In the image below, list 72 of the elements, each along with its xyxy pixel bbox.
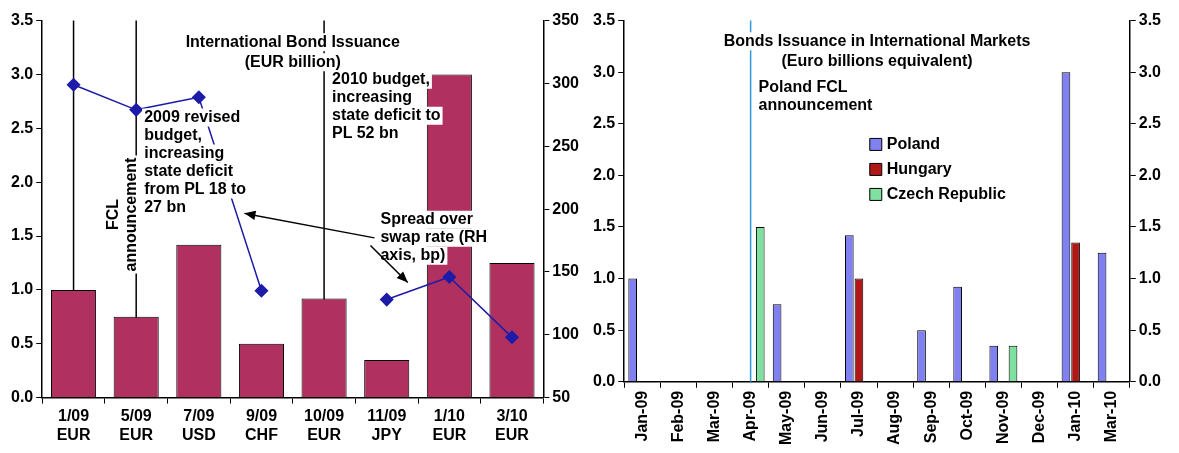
- y2-tick-label: 3.5: [1138, 11, 1162, 29]
- point: [254, 284, 269, 298]
- x-tick-label: 1/09 EUR: [56, 406, 91, 443]
- y-tick-label: 3.0: [592, 62, 616, 80]
- legend-label: Czech Republic: [886, 184, 1007, 202]
- y2-tick-label: 200: [552, 199, 580, 217]
- y-tick-label: 1.0: [10, 280, 34, 298]
- y-tick-label: 0.0: [592, 372, 616, 390]
- x-tick-label: Jun-09: [813, 390, 831, 443]
- y-tick-label: 2.0: [10, 172, 34, 190]
- x-tick-label: Apr-09: [741, 390, 759, 442]
- y2-tick-label: 50: [552, 388, 571, 406]
- y-tick-label: 1.5: [592, 217, 616, 235]
- y-tick-label: 3.5: [10, 11, 34, 29]
- y2-tick-label: 1.0: [1138, 268, 1162, 286]
- y2-tick-label: 0.5: [1138, 320, 1162, 338]
- y-tick-label: 0.5: [10, 334, 34, 352]
- ref-line-label: FCL announcement: [103, 156, 139, 272]
- x-tick-label: 9/09 CHF: [245, 406, 279, 443]
- x-tick-label: 1/10 EUR: [432, 406, 467, 443]
- x-tick-label: 5/09 EUR: [119, 406, 154, 443]
- x-tick-label: 10/09 EUR: [304, 406, 345, 443]
- y2-tick-label: 2.0: [1138, 165, 1162, 183]
- point: [129, 103, 143, 117]
- x-tick-label: Dec-09: [1029, 390, 1047, 444]
- ref-line-label: 2009 revised budget, increasing state deficit from PL 18 to 27 bn: [144, 107, 247, 215]
- x-tick-label: Mar-10: [1102, 390, 1120, 443]
- text: Bonds Issuance in International Markets: [723, 31, 1031, 49]
- y2-tick-label: 0.0: [1138, 372, 1162, 390]
- y-tick-label: 1.5: [10, 226, 34, 244]
- y2-tick-label: 3.0: [1138, 62, 1162, 80]
- y-tick-label: 2.5: [10, 118, 34, 136]
- point: [442, 270, 457, 284]
- point: [505, 330, 519, 345]
- text: International Bond Issuance: [185, 32, 400, 50]
- y-tick-label: 0.5: [592, 320, 616, 338]
- ref-line-label: Poland FCL announcement: [758, 78, 874, 114]
- y-tick-label: 0.0: [10, 388, 34, 406]
- y-tick-label: 3.0: [10, 64, 34, 82]
- text: (EUR billion): [244, 52, 341, 70]
- y-tick-label: 3.5: [592, 11, 616, 29]
- point: [379, 292, 394, 307]
- y-tick-label: 2.5: [592, 114, 616, 132]
- x-tick-label: Mar-09: [704, 390, 722, 443]
- ref-line-label: 2010 budget, increasing state deficit to PL 52 bn: [332, 70, 441, 142]
- x-tick-label: Jan-09: [632, 390, 650, 442]
- y-tick-label: 1.0: [592, 268, 616, 286]
- annotation: Spread over swap rate (RH axis, bp): [380, 210, 488, 264]
- y2-tick-label: 1.5: [1138, 217, 1162, 235]
- text: (Euro billions equivalent): [781, 51, 973, 69]
- x-tick-label: May-09: [777, 390, 795, 445]
- x-tick-label: Jul-09: [849, 390, 867, 437]
- y2-tick-label: 350: [552, 11, 580, 29]
- x-tick-label: Aug-09: [885, 390, 903, 445]
- y2-tick-label: 150: [552, 262, 580, 280]
- point: [192, 90, 206, 105]
- x-tick-label: Oct-09: [957, 390, 975, 441]
- x-tick-label: Nov-09: [993, 390, 1011, 445]
- x-tick-label: 7/09 USD: [181, 406, 216, 443]
- x-tick-label: Jan-10: [1066, 390, 1083, 442]
- point: [66, 77, 81, 92]
- y2-tick-label: 300: [552, 73, 580, 91]
- legend-label: Poland: [886, 134, 941, 152]
- x-tick-label: 11/09 JPY: [367, 406, 407, 443]
- y2-tick-label: 250: [552, 136, 580, 154]
- y2-tick-label: 100: [552, 325, 580, 343]
- x-tick-label: Sep-09: [921, 390, 939, 444]
- x-tick-label: Feb-09: [668, 390, 686, 443]
- x-tick-label: 3/10 EUR: [495, 406, 530, 443]
- y-tick-label: 2.0: [592, 165, 616, 183]
- legend-label: Hungary: [886, 159, 952, 177]
- y2-tick-label: 2.5: [1138, 114, 1162, 132]
